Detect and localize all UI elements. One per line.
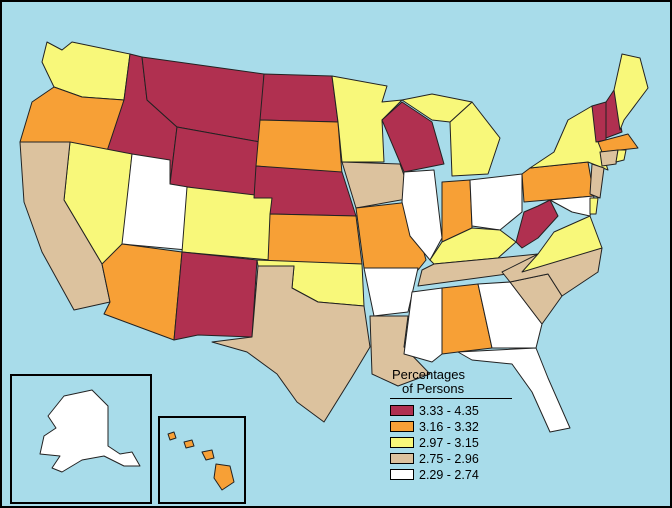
state-arizona[interactable] bbox=[101, 243, 183, 341]
legend-title-line2: of Persons bbox=[402, 381, 465, 396]
state-new-jersey[interactable] bbox=[589, 163, 605, 199]
legend-swatch bbox=[390, 469, 414, 480]
legend-item: 3.16 - 3.32 bbox=[390, 419, 520, 434]
alaska-map bbox=[39, 389, 141, 473]
state-iowa[interactable] bbox=[341, 161, 413, 209]
legend-items: 3.33 - 4.35 3.16 - 3.32 2.97 - 3.15 2.75 - … bbox=[390, 403, 520, 482]
state-massachusetts[interactable] bbox=[597, 133, 639, 153]
state-west-virginia[interactable] bbox=[515, 199, 559, 249]
legend-item: 2.97 - 3.15 bbox=[390, 435, 520, 450]
state-ohio[interactable] bbox=[469, 173, 523, 231]
legend-item: 2.75 - 2.96 bbox=[390, 451, 520, 466]
state-arkansas[interactable] bbox=[363, 267, 419, 317]
state-delaware[interactable] bbox=[589, 197, 599, 215]
state-maine[interactable] bbox=[613, 53, 649, 131]
hawaii-inset bbox=[158, 416, 246, 504]
legend-item-label: 2.97 - 3.15 bbox=[419, 435, 479, 450]
state-hawaii-maui[interactable] bbox=[201, 449, 215, 461]
legend-item-label: 2.75 - 2.96 bbox=[419, 451, 479, 466]
legend-divider bbox=[390, 398, 512, 399]
state-hawaii-big-island[interactable] bbox=[213, 463, 235, 491]
legend-title-line1: Percentages bbox=[392, 367, 465, 382]
hawaii-map bbox=[167, 431, 235, 491]
legend-swatch bbox=[390, 421, 414, 432]
state-michigan-up[interactable] bbox=[401, 93, 473, 123]
legend-item-label: 3.16 - 3.32 bbox=[419, 419, 479, 434]
legend-swatch bbox=[390, 405, 414, 416]
state-virginia[interactable] bbox=[521, 215, 603, 273]
legend-item: 3.33 - 4.35 bbox=[390, 403, 520, 418]
state-new-hampshire[interactable] bbox=[605, 89, 623, 139]
legend-item-label: 2.29 - 2.74 bbox=[419, 467, 479, 482]
legend-swatch bbox=[390, 437, 414, 448]
state-georgia[interactable] bbox=[477, 281, 543, 349]
state-texas[interactable] bbox=[211, 265, 371, 423]
state-hawaii-kauai[interactable] bbox=[167, 431, 177, 441]
state-alaska[interactable] bbox=[39, 389, 141, 473]
state-rhode-island[interactable] bbox=[615, 149, 627, 163]
state-new-mexico[interactable] bbox=[173, 251, 258, 341]
state-mississippi[interactable] bbox=[403, 287, 443, 363]
state-alabama[interactable] bbox=[441, 283, 493, 355]
state-wisconsin[interactable] bbox=[381, 101, 445, 173]
state-connecticut[interactable] bbox=[599, 149, 619, 167]
state-maryland[interactable] bbox=[549, 195, 595, 217]
state-hawaii-oahu[interactable] bbox=[183, 439, 195, 449]
legend-item: 2.29 - 2.74 bbox=[390, 467, 520, 482]
state-florida[interactable] bbox=[457, 347, 571, 433]
state-louisiana[interactable] bbox=[369, 315, 431, 387]
alaska-inset bbox=[10, 374, 152, 504]
legend: Percentages of Persons 3.33 - 4.35 3.16 -… bbox=[390, 368, 520, 483]
state-north-dakota[interactable] bbox=[259, 73, 339, 123]
legend-item-label: 3.33 - 4.35 bbox=[419, 403, 479, 418]
legend-swatch bbox=[390, 453, 414, 464]
state-kansas[interactable] bbox=[267, 213, 363, 265]
state-south-dakota[interactable] bbox=[255, 119, 343, 175]
